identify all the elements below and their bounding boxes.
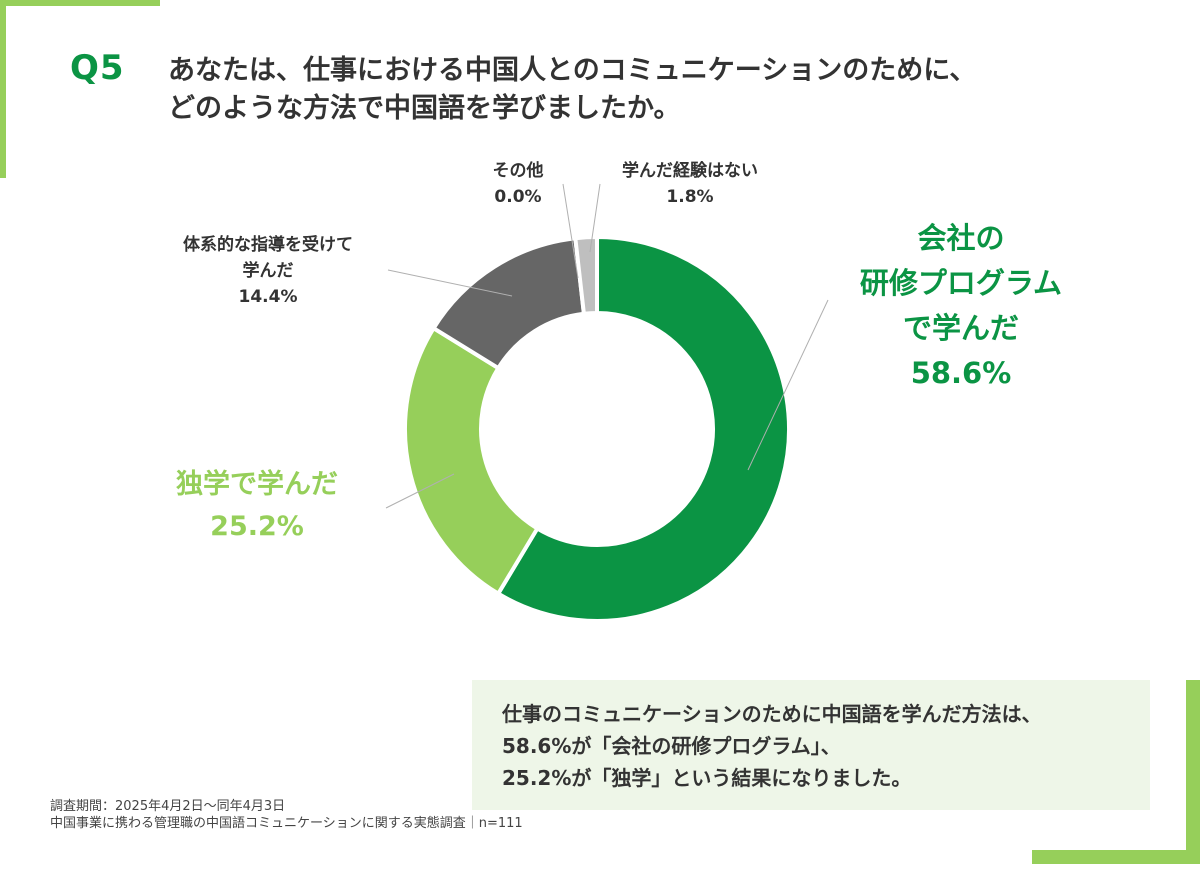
question-line-2: どのような方法で中国語を学びましたか。 (168, 93, 681, 124)
label-self-study-name: 独学で学んだ (176, 469, 338, 500)
slice-no-experience (573, 234, 599, 316)
label-other-name: その他 (492, 161, 544, 181)
frame-accent-bottom (1032, 850, 1200, 864)
survey-source: 中国事業に携わる管理職の中国語コミュニケーションに関する実態調査｜n=111 (50, 816, 523, 831)
leader-line-company (747, 299, 829, 471)
footnote: 調査期間：2025年4月2日〜同年4月3日 中国事業に携わる管理職の中国語コミュ… (50, 798, 523, 832)
summary-text: 仕事のコミュニケーションのために中国語を学んだ方法は、 58.6%が「会社の研修… (502, 698, 1042, 794)
label-self-study: 独学で学んだ 25.2% (150, 464, 364, 548)
label-company-line-2: 研修プログラム (859, 266, 1063, 300)
label-structured-line-2: 学んだ (242, 261, 294, 281)
label-company-program: 会社の 研修プログラム で学んだ 58.6% (836, 216, 1086, 396)
question-text: あなたは、仕事における中国人とのコミュニケーションのために、 どのような方法で中… (168, 52, 1068, 128)
label-other: その他 0.0% (478, 158, 558, 210)
summary-box: 仕事のコミュニケーションのために中国語を学んだ方法は、 58.6%が「会社の研修… (472, 680, 1150, 810)
label-other-value: 0.0% (494, 187, 542, 207)
survey-period: 調査期間：2025年4月2日〜同年4月3日 (50, 799, 286, 814)
question-line-1: あなたは、仕事における中国人とのコミュニケーションのために、 (168, 55, 977, 86)
slice-company-program (495, 234, 791, 623)
leader-line-no-experience (589, 183, 601, 253)
label-no-experience: 学んだ経験はない 1.8% (604, 158, 776, 210)
summary-line-3: 25.2%が「独学」という結果になりました。 (502, 766, 912, 790)
question-number: Q5 (70, 48, 125, 88)
leader-line-other (562, 183, 579, 279)
label-company-value: 58.6% (910, 356, 1012, 390)
summary-line-1: 仕事のコミュニケーションのために中国語を学んだ方法は、 (502, 702, 1042, 726)
label-no-experience-value: 1.8% (666, 187, 714, 207)
label-structured-line-1: 体系的な指導を受けて (183, 235, 353, 255)
summary-line-2: 58.6%が「会社の研修プログラム」、 (502, 734, 841, 758)
frame-accent-left (0, 0, 6, 178)
label-company-line-3: で学んだ (902, 311, 1019, 345)
label-structured-value: 14.4% (238, 287, 298, 307)
frame-accent-right (1186, 680, 1200, 864)
label-structured: 体系的な指導を受けて 学んだ 14.4% (160, 232, 376, 310)
frame-accent-top (0, 0, 160, 6)
leader-line-structured (387, 269, 513, 297)
label-self-study-value: 25.2% (210, 511, 304, 542)
slice-self-study (403, 325, 541, 597)
label-no-experience-name: 学んだ経験はない (622, 161, 758, 181)
leader-line-self-study (385, 473, 455, 509)
label-company-line-1: 会社の (917, 221, 1005, 255)
